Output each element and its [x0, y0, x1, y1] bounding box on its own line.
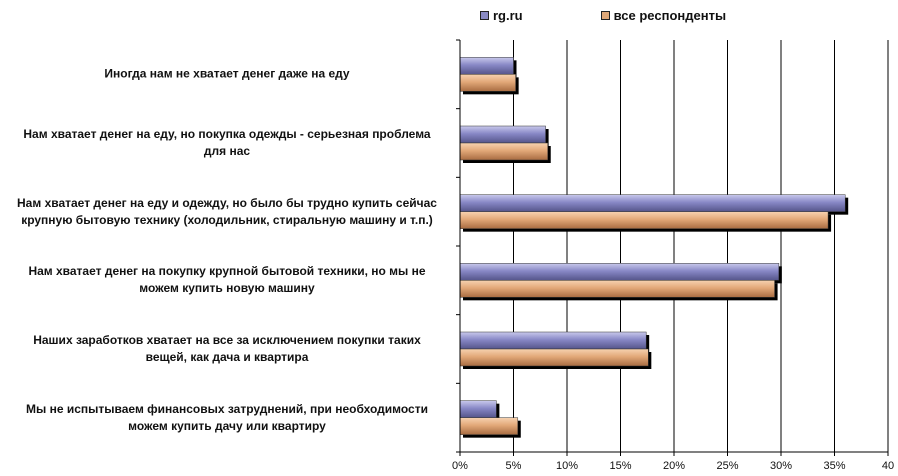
x-tick-label: 35%: [823, 460, 845, 472]
bar: [459, 263, 780, 281]
axes: 0% 5% 10% 15% 20% 25% 30% 35% 40: [452, 39, 894, 472]
bar: [459, 194, 846, 212]
legend-swatch-all: [600, 11, 610, 20]
category-label-line: вещей, как дача и квартира: [145, 350, 309, 364]
category-label: Нам хватает денег на еду и одежду, но бы…: [2, 195, 452, 229]
category-label-line: Наших заработков хватает на все за исклю…: [33, 333, 421, 347]
x-tick-label: 10%: [556, 460, 578, 472]
category-label: Мы не испытываем финансовых затруднений,…: [2, 401, 452, 435]
legend: rg.ru все респонденты: [480, 8, 726, 23]
x-tick-label: 0%: [452, 460, 468, 472]
legend-item-all: все респонденты: [600, 8, 727, 23]
category-label-line: можем купить новую машину: [139, 281, 315, 296]
category-label-line: Нам хватает денег на покупку крупной быт…: [28, 264, 426, 279]
bar: [459, 211, 829, 229]
category-label-line: можем купить дачу или квартиру: [128, 418, 326, 433]
category-label-line: для нас: [203, 144, 251, 158]
bar: [459, 348, 649, 367]
category-label: Иногда нам не хватает денег даже на еду: [2, 66, 452, 83]
grid-lines: [513, 40, 889, 452]
bar: [459, 400, 497, 418]
bar: [459, 74, 516, 92]
category-label: Нам хватает денег на еду, но покупка оде…: [2, 126, 452, 160]
legend-item-rg: rg.ru: [480, 8, 523, 23]
category-label-line: крупную бытовую технику (холодильник, ст…: [21, 212, 433, 227]
bar: [459, 331, 647, 350]
bar: [459, 280, 775, 298]
category-label-line: Нам хватает денег на еду и одежду, но бы…: [17, 195, 437, 210]
x-tick-label: 20%: [663, 460, 685, 472]
legend-label-all: все респонденты: [613, 8, 727, 23]
x-tick-label: 15%: [609, 460, 631, 472]
category-label-line: Иногда нам не хватает денег даже на еду: [104, 66, 350, 81]
category-label: Нам хватает денег на покупку крупной быт…: [2, 263, 452, 297]
bars: [459, 57, 849, 438]
x-tick-label: 30%: [770, 460, 792, 472]
legend-swatch-rg: [480, 11, 489, 20]
category-label-line: Мы не испытываем финансовых затруднений,…: [26, 401, 428, 416]
x-tick-label: 25%: [716, 460, 738, 472]
bar: [459, 125, 546, 144]
bar: [459, 57, 514, 75]
category-label: Наших заработков хватает на все за исклю…: [2, 332, 452, 366]
bar: [459, 142, 548, 161]
category-label-line: Нам хватает денег на еду, но покупка оде…: [23, 127, 431, 141]
bar: [459, 417, 519, 435]
x-tick-label: 5%: [506, 460, 522, 472]
x-tick-label: 40: [882, 460, 894, 472]
legend-label-rg: rg.ru: [493, 8, 523, 23]
